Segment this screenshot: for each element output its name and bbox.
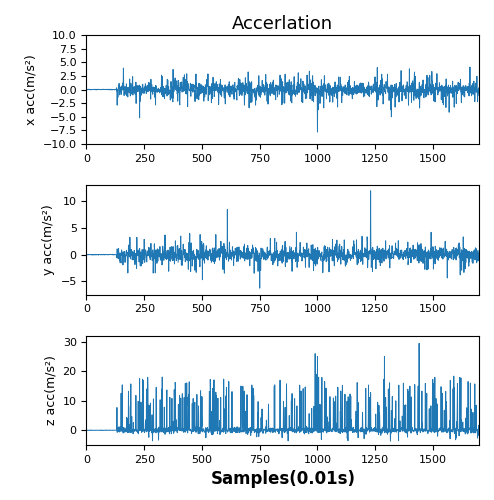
Title: Accerlation: Accerlation bbox=[232, 16, 333, 34]
Y-axis label: x acc(m/s²): x acc(m/s²) bbox=[24, 54, 37, 125]
Y-axis label: y acc(m/s²): y acc(m/s²) bbox=[42, 204, 55, 276]
Y-axis label: z acc(m/s²): z acc(m/s²) bbox=[44, 356, 57, 426]
X-axis label: Samples(0.01s): Samples(0.01s) bbox=[210, 470, 355, 488]
